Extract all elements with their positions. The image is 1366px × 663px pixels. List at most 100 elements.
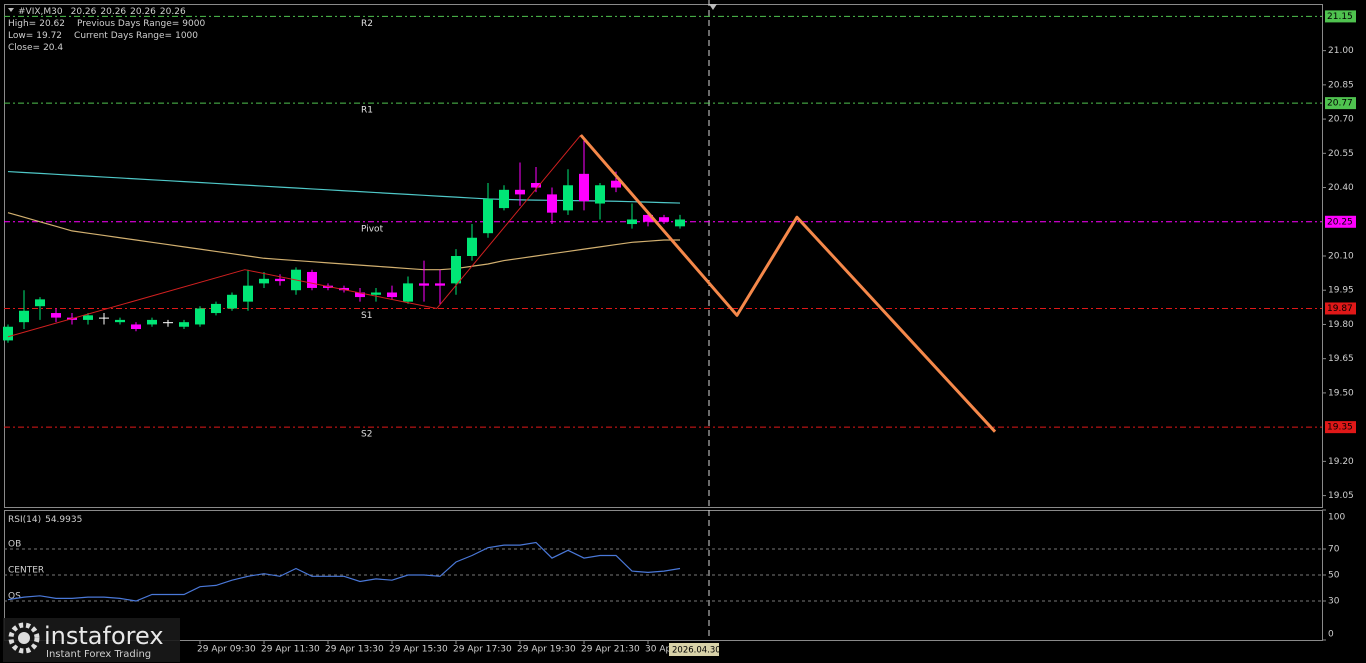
rsi-y-tick-label: 30	[1328, 597, 1340, 607]
candle-body	[307, 271, 317, 288]
candle-body	[99, 317, 109, 319]
level-tag	[1325, 302, 1356, 315]
cursor-tag	[669, 643, 719, 656]
y-tick-label: 20.10	[1328, 252, 1354, 262]
candle-body	[51, 313, 61, 318]
symbol: #VIX,M30	[18, 7, 63, 17]
symbol-info: #VIX,M30 20.26 20.26 20.26 20.26	[18, 7, 186, 17]
candle-body	[467, 237, 477, 256]
candle-body	[35, 299, 45, 307]
candle-body	[531, 182, 541, 188]
x-tick-label: 29 Apr 15:30	[389, 645, 448, 655]
candle-body	[195, 308, 205, 325]
candle-body	[371, 292, 381, 295]
y-tick-label: 19.80	[1328, 320, 1354, 330]
candle-body	[595, 185, 605, 204]
quote: 20.26	[71, 7, 97, 17]
candle-body	[83, 315, 93, 320]
candle-body	[499, 189, 509, 209]
logo-center	[18, 632, 30, 644]
info-label: Close=	[8, 43, 40, 53]
watermark-subtitle: Instant Forex Trading	[46, 649, 151, 660]
crosshair-marker	[709, 4, 717, 10]
info-line: High= 20.62 Previous Days Range= 9000	[8, 19, 205, 29]
candle-body	[3, 326, 13, 341]
candle-body	[275, 278, 285, 282]
candle-body	[643, 214, 653, 222]
candle-body	[451, 256, 461, 284]
watermark-box	[3, 618, 180, 662]
rsi-y-tick-label: 70	[1328, 545, 1340, 555]
info-label: Previous Days Range=	[77, 19, 179, 29]
level-tag	[1325, 421, 1356, 434]
y-tick-label: 19.65	[1328, 354, 1354, 364]
info-line: Close= 20.4	[8, 43, 63, 53]
rsi-level-label: CENTER	[8, 566, 44, 576]
cursor-label: 2026.04.30 05:30	[672, 646, 748, 656]
level-tag-label: 21.15	[1327, 12, 1353, 22]
x-tick-label: 29 Apr 19:30	[517, 645, 576, 655]
y-tick-label: 19.50	[1328, 388, 1354, 398]
info-value: 20.4	[43, 43, 63, 53]
menu-arrow	[8, 8, 14, 12]
level-name: Pivot	[361, 224, 384, 234]
info-label: High=	[8, 19, 36, 29]
candle-body	[483, 198, 493, 234]
candle-body	[659, 217, 669, 222]
candle-body	[675, 219, 685, 227]
x-tick-label: 30 Ap	[645, 645, 671, 655]
level-name: S2	[361, 430, 372, 440]
candle-body	[403, 283, 413, 302]
candle-body	[547, 194, 557, 213]
x-tick-label: 29 Apr 09:30	[197, 645, 256, 655]
rsi-y-tick-label: 50	[1328, 571, 1340, 581]
level-tag-label: 19.87	[1327, 304, 1353, 314]
rsi-current: 54.9935	[45, 515, 82, 525]
candle-body	[355, 292, 365, 298]
level-name: S1	[361, 311, 372, 321]
candle-body	[419, 283, 429, 286]
level-tag-label: 20.77	[1327, 99, 1353, 109]
rsi-name: RSI(14)	[8, 515, 41, 525]
level-name: R1	[361, 106, 373, 116]
candle-body	[147, 319, 157, 325]
candle-body	[179, 322, 189, 327]
rsi-line	[7, 541, 681, 602]
x-tick-label: 29 Apr 17:30	[453, 645, 512, 655]
y-tick-label: 20.85	[1328, 80, 1354, 90]
candle-body	[243, 285, 253, 302]
quote: 20.26	[160, 7, 186, 17]
quote: 20.26	[130, 7, 156, 17]
candle-body	[435, 283, 445, 286]
rsi-title: RSI(14) 54.9935	[8, 515, 82, 525]
x-tick-label: 29 Apr 13:30	[325, 645, 384, 655]
logo-gear	[8, 622, 40, 654]
y-tick-label: 21.00	[1328, 46, 1354, 56]
level-tag	[1325, 97, 1356, 110]
candle-body	[339, 287, 349, 291]
x-tick-label: 29 Apr 11:30	[261, 645, 320, 655]
quote: 20.26	[100, 7, 126, 17]
rsi-level-label: OB	[8, 540, 21, 550]
candle-body	[579, 173, 589, 202]
candle-body	[627, 219, 637, 225]
zigzag-line	[7, 134, 582, 338]
forecast-line	[579, 134, 997, 433]
rsi-level-label: OS	[8, 592, 21, 602]
info-value: 9000	[182, 19, 205, 29]
moving-average	[7, 212, 680, 271]
candle-body	[259, 278, 269, 284]
y-tick-label: 20.40	[1328, 183, 1354, 193]
candle-body	[563, 185, 573, 211]
y-tick-label: 20.70	[1328, 115, 1354, 125]
watermark: instaforex Instant Forex Trading	[3, 618, 180, 662]
y-tick-label: 20.55	[1328, 149, 1354, 159]
level-tag	[1325, 10, 1356, 23]
candle-body	[227, 294, 237, 309]
info-line: Low= 19.72 Current Days Range= 1000	[8, 31, 198, 41]
candle-body	[515, 189, 525, 195]
y-tick-label: 19.05	[1328, 491, 1354, 501]
candle-body	[387, 292, 397, 298]
